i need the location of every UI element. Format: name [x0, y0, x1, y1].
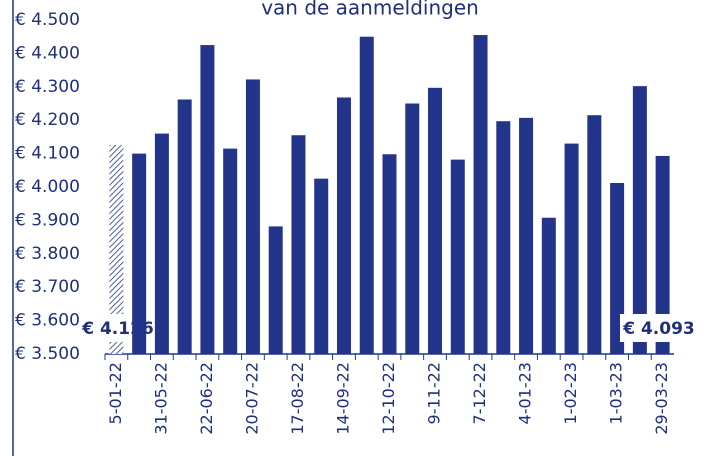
y-tick-label: € 4.500 [15, 10, 80, 30]
x-tick-label: 22-06-22 [197, 362, 216, 435]
x-tick-label: 4-01-23 [516, 362, 535, 424]
bar [496, 121, 511, 355]
bar [610, 182, 625, 354]
y-tick-label: € 4.000 [15, 177, 80, 197]
bar [200, 45, 215, 355]
bar [314, 178, 329, 354]
bar [268, 226, 283, 354]
bar [428, 87, 443, 354]
bar [291, 135, 306, 354]
bar [587, 115, 602, 354]
x-tick-label: 12-10-22 [379, 362, 398, 435]
x-tick-label: 14-09-22 [333, 362, 352, 435]
x-tick-label: 5-01-22 [106, 362, 125, 424]
y-tick-label: € 4.300 [15, 77, 80, 97]
x-tick-label: 17-08-22 [288, 362, 307, 435]
x-tick-label: 31-05-22 [151, 362, 170, 435]
bar [223, 148, 238, 354]
bar [132, 153, 147, 354]
y-tick-label: € 4.400 [15, 43, 80, 63]
x-tick-label: 9-11-22 [425, 362, 444, 424]
x-tick-label: 1-02-23 [561, 362, 580, 424]
y-tick-label: € 4.200 [15, 110, 80, 130]
bar [541, 217, 556, 354]
bar [109, 144, 124, 354]
y-tick-label: € 3.800 [15, 244, 80, 264]
bar [382, 154, 397, 354]
y-tick-label: € 3.900 [15, 210, 80, 230]
y-tick-label: € 3.500 [15, 344, 80, 364]
value-label: € 4.093 [622, 319, 695, 339]
bar [359, 36, 374, 354]
bar [632, 86, 647, 354]
bar [405, 103, 420, 354]
y-tick-label: € 4.100 [15, 144, 80, 164]
bar [245, 79, 260, 355]
y-tick-label: € 3.700 [15, 277, 80, 297]
value-label-box [620, 314, 698, 342]
x-tick-label: 1-03-23 [607, 362, 626, 424]
bar [519, 117, 534, 354]
bar [473, 35, 488, 354]
x-tick-label: 20-07-22 [242, 362, 261, 435]
bar [564, 143, 579, 354]
bar [154, 133, 169, 354]
x-tick-label: 7-12-22 [470, 362, 489, 424]
y-tick-label: € 3.600 [15, 311, 80, 331]
chart-title: van de aanmeldingen [261, 0, 479, 20]
bar [177, 99, 192, 354]
bar [336, 97, 351, 354]
x-tick-label: 29-03-23 [652, 362, 671, 435]
bar [655, 155, 670, 354]
bar [450, 159, 465, 354]
